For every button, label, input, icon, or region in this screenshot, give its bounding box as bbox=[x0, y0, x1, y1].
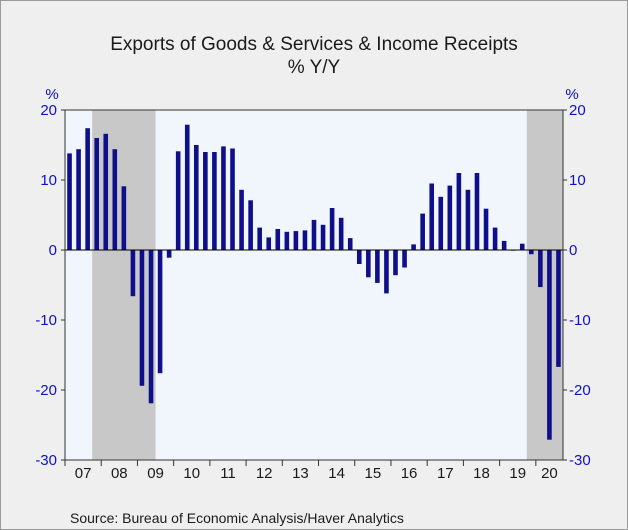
x-tick-label: 07 bbox=[75, 465, 92, 482]
plot-border bbox=[64, 109, 564, 461]
bar bbox=[221, 146, 226, 250]
bar bbox=[266, 237, 272, 250]
x-tick-label: 11 bbox=[220, 465, 236, 482]
bar bbox=[429, 183, 435, 250]
bar bbox=[320, 224, 326, 250]
bar bbox=[375, 250, 380, 283]
bar bbox=[456, 173, 462, 250]
bar bbox=[203, 152, 208, 250]
bar bbox=[547, 250, 552, 440]
y-tick-label-left: -30 bbox=[35, 452, 57, 469]
axes: 20 20 10 10 0 0 -10 -10 -20 -20 -30 -30 07 08 09 10 11 12… bbox=[35, 102, 590, 482]
y-tick-label-right: 10 bbox=[569, 172, 586, 189]
bar bbox=[302, 230, 308, 250]
x-tick-label: 20 bbox=[541, 465, 558, 482]
bar bbox=[94, 138, 99, 250]
y-tick-label-left: 20 bbox=[40, 102, 57, 119]
bar bbox=[121, 186, 127, 250]
bar bbox=[393, 250, 398, 276]
source-note: Source: Bureau of Economic Analysis/Have… bbox=[70, 510, 404, 526]
bar bbox=[356, 250, 362, 264]
x-tick-label: 09 bbox=[147, 465, 164, 482]
y-tick-label-right: -10 bbox=[569, 312, 591, 329]
bar bbox=[556, 250, 561, 367]
bar bbox=[465, 189, 471, 250]
x-tick-label: 08 bbox=[111, 465, 128, 482]
y-unit-left: % bbox=[45, 86, 58, 103]
bar bbox=[67, 153, 72, 250]
bar bbox=[248, 200, 253, 250]
bar bbox=[519, 243, 525, 250]
chart-title: Exports of Goods & Services & Income Rec… bbox=[110, 34, 518, 55]
bar bbox=[184, 124, 190, 250]
bar bbox=[193, 145, 199, 250]
bar bbox=[384, 250, 389, 294]
bar bbox=[483, 208, 489, 250]
bar bbox=[420, 213, 425, 250]
bar bbox=[103, 133, 109, 250]
bar bbox=[230, 148, 235, 250]
bar bbox=[112, 149, 118, 250]
y-tick-label-left: 0 bbox=[49, 242, 57, 259]
y-tick-label-right: 20 bbox=[569, 102, 586, 119]
bar bbox=[76, 149, 81, 250]
y-unit-right: % bbox=[565, 86, 578, 103]
bar bbox=[212, 152, 217, 250]
y-tick-label-left: 10 bbox=[40, 172, 57, 189]
bar bbox=[257, 227, 262, 250]
bar bbox=[366, 250, 371, 278]
x-tick-label: 18 bbox=[473, 465, 490, 482]
x-tick-label: 19 bbox=[509, 465, 526, 482]
bar bbox=[293, 231, 299, 250]
bar bbox=[529, 250, 534, 255]
bar bbox=[284, 231, 290, 250]
bar bbox=[139, 250, 145, 386]
y-tick-label-right: -30 bbox=[569, 452, 591, 469]
bar bbox=[501, 240, 507, 250]
bar bbox=[402, 250, 407, 268]
recession-band bbox=[92, 110, 156, 460]
bar bbox=[239, 189, 244, 250]
bar bbox=[347, 238, 353, 250]
bar bbox=[85, 128, 90, 250]
bar bbox=[492, 227, 498, 250]
bar bbox=[175, 151, 181, 250]
bar bbox=[438, 196, 444, 250]
y-tick-label-right: -20 bbox=[569, 382, 591, 399]
bar bbox=[311, 219, 317, 250]
bar bbox=[538, 250, 543, 288]
x-tick-label: 16 bbox=[401, 465, 418, 482]
bar bbox=[474, 173, 480, 250]
bar bbox=[329, 208, 335, 250]
bar bbox=[447, 185, 453, 250]
x-tick-label: 15 bbox=[365, 465, 382, 482]
x-tick-label: 10 bbox=[183, 465, 200, 482]
y-tick-label-left: -10 bbox=[35, 312, 57, 329]
x-tick-label: 13 bbox=[292, 465, 309, 482]
bars bbox=[67, 124, 561, 440]
x-tick-label: 12 bbox=[256, 465, 273, 482]
x-tick-label: 14 bbox=[328, 465, 345, 482]
bar bbox=[411, 244, 416, 250]
chart-subtitle: % Y/Y bbox=[288, 57, 341, 78]
bar bbox=[275, 229, 281, 250]
x-tick-label: 17 bbox=[437, 465, 454, 482]
bar bbox=[338, 217, 344, 250]
bar bbox=[166, 250, 172, 258]
y-tick-label-left: -20 bbox=[35, 382, 57, 399]
y-tick-label-right: 0 bbox=[569, 242, 577, 259]
bar bbox=[148, 250, 154, 404]
bar bbox=[157, 250, 163, 374]
bar bbox=[130, 250, 136, 297]
